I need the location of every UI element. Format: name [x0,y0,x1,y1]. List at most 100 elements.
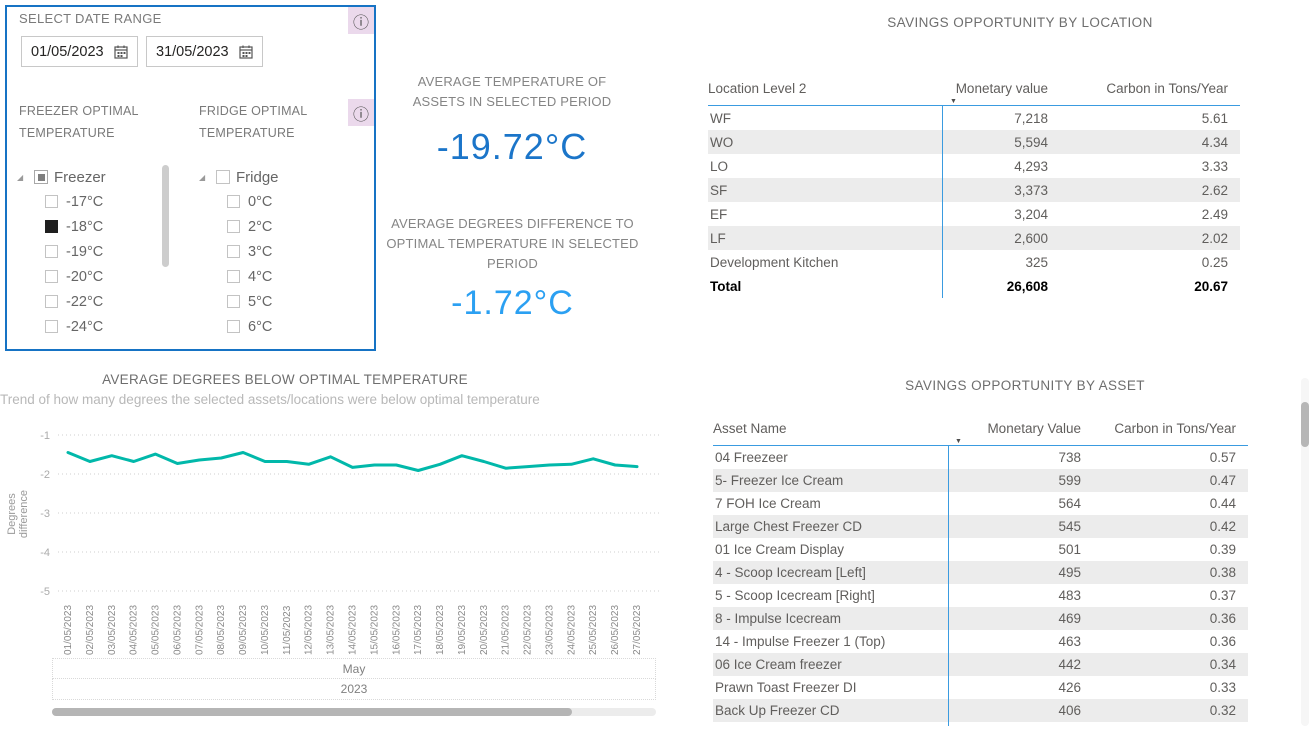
cell-carbon: 2.62 [1201,182,1228,198]
table-row[interactable]: Back Up Freezer CD 406 0.32 [713,699,1248,722]
x-tick-label: 20/05/2023 [479,605,490,655]
asset-table: Asset Name Monetary Value Carbon in Tons/Y… [713,405,1248,726]
calendar-icon[interactable] [114,45,128,59]
cell-name: LO [710,158,729,174]
cell-carbon: 0.42 [1209,519,1236,534]
x-tick-label: 13/05/2023 [326,605,337,655]
freezer-list-scrollbar[interactable] [162,165,169,267]
cell-name: Development Kitchen [710,254,839,270]
info-icon[interactable]: ⓘ [348,99,374,126]
table-row[interactable]: LF 2,600 2.02 [708,226,1240,250]
freezer-option-checkbox[interactable] [45,220,58,233]
cell-carbon: 0.25 [1201,254,1228,270]
fridge-temperature-option[interactable]: 5°C [227,289,349,314]
table-row[interactable]: 4 - Scoop Icecream [Left] 495 0.38 [713,561,1248,584]
fridge-temperature-option[interactable]: 3°C [227,239,349,264]
fridge-option-checkbox[interactable] [227,295,240,308]
fridge-option-checkbox[interactable] [227,270,240,283]
cell-name: Large Chest Freezer CD [715,519,863,534]
start-date-input[interactable]: 01/05/2023 [21,36,138,67]
table-row[interactable]: Large Chest Freezer CD 545 0.42 [713,515,1248,538]
table-row[interactable]: LO 4,293 3.33 [708,154,1240,178]
column-header-carbon[interactable]: Carbon in Tons/Year [1114,421,1236,436]
table-row[interactable]: WO 5,594 4.34 [708,130,1240,154]
fridge-temperature-option[interactable]: 2°C [227,214,349,239]
table-row[interactable]: 04 Freezeer 738 0.57 [713,446,1248,469]
x-tick-label: 11/05/2023 [282,605,293,655]
cell-monetary: 4,293 [1014,158,1048,174]
column-header-monetary[interactable]: Monetary value [955,81,1048,96]
column-header-asset-name[interactable]: Asset Name [713,421,787,436]
fridge-temperature-option[interactable]: 4°C [227,264,349,289]
freezer-temperature-option[interactable]: -19°C [45,239,167,264]
freezer-tree-parent[interactable]: ◢ Freezer [17,165,167,189]
expand-arrow-icon[interactable]: ◢ [17,172,24,182]
freezer-option-label: -22°C [66,293,104,310]
fridge-temperature-option[interactable]: 6°C [227,314,349,339]
info-icon[interactable]: ⓘ [348,7,374,34]
fridge-option-checkbox[interactable] [227,195,240,208]
x-tick-label: 21/05/2023 [501,605,512,655]
x-tick-label: 03/05/2023 [107,605,118,655]
table-row[interactable]: WF 7,218 5.61 [708,106,1240,130]
table-row[interactable]: 5 - Scoop Icecream [Right] 483 0.37 [713,584,1248,607]
table-row[interactable]: 5- Freezer Ice Cream 599 0.47 [713,469,1248,492]
freezer-parent-checkbox[interactable] [34,170,48,184]
table-row[interactable]: EF 3,204 2.49 [708,202,1240,226]
x-tick-label: 16/05/2023 [391,605,402,655]
fridge-option-checkbox[interactable] [227,220,240,233]
x-tick-label: 12/05/2023 [304,605,315,655]
cell-monetary: 495 [1058,565,1081,580]
fridge-temperature-option[interactable]: 0°C [227,189,349,214]
freezer-temperature-option[interactable]: -22°C [45,289,167,314]
cell-name: 5 - Scoop Icecream [Right] [715,588,875,603]
table-row[interactable]: 06 Ice Cream freezer 442 0.34 [713,653,1248,676]
fridge-option-checkbox[interactable] [227,245,240,258]
table-row[interactable]: Prawn Toast Freezer DI 426 0.33 [713,676,1248,699]
table-row[interactable]: SF 3,373 2.62 [708,178,1240,202]
asset-table-scrollbar-track[interactable] [1301,378,1309,726]
cell-monetary: 7,218 [1014,110,1048,126]
fridge-parent-checkbox[interactable] [216,170,230,184]
x-tick-label: 02/05/2023 [85,605,96,655]
table-row[interactable]: 14 - Impulse Freezer 1 (Top) 463 0.36 [713,630,1248,653]
freezer-option-label: -18°C [66,218,104,235]
column-header-carbon[interactable]: Carbon in Tons/Year [1106,81,1228,96]
freezer-option-checkbox[interactable] [45,245,58,258]
cell-name: WF [710,110,731,126]
freezer-temperature-option[interactable]: -24°C [45,314,167,339]
freezer-option-checkbox[interactable] [45,320,58,333]
freezer-option-label: -24°C [66,318,104,335]
freezer-option-checkbox[interactable] [45,270,58,283]
cell-name: LF [710,230,726,246]
asset-table-scrollbar-thumb[interactable] [1301,402,1309,447]
fridge-option-label: 2°C [248,218,273,235]
column-header-location-name[interactable]: Location Level 2 [708,81,807,96]
fridge-option-label: 6°C [248,318,273,335]
fridge-option-checkbox[interactable] [227,320,240,333]
location-header-row: Location Level 2 Monetary value Carbon in … [708,65,1240,106]
table-row[interactable]: 8 - Impulse Icecream 469 0.36 [713,607,1248,630]
chart-horizontal-scrollbar-thumb[interactable] [52,708,572,716]
freezer-temperature-option[interactable]: -17°C [45,189,167,214]
visual-title: SAVINGS OPPORTUNITY BY ASSET [905,378,1145,393]
freezer-option-checkbox[interactable] [45,195,58,208]
expand-arrow-icon[interactable]: ◢ [199,172,206,182]
cell-carbon: 0.39 [1209,542,1236,557]
cell-carbon: 2.02 [1201,230,1228,246]
freezer-temperature-option[interactable]: -20°C [45,264,167,289]
x-tick-label: 07/05/2023 [194,605,205,655]
fridge-tree-parent[interactable]: ◢ Fridge [199,165,349,189]
column-header-monetary[interactable]: Monetary Value [987,421,1081,436]
freezer-option-checkbox[interactable] [45,295,58,308]
end-date-input[interactable]: 31/05/2023 [146,36,263,67]
chart-horizontal-scrollbar-track[interactable] [52,708,656,716]
cell-carbon: 0.38 [1209,565,1236,580]
slicer-title: SELECT DATE RANGE [19,11,162,26]
calendar-icon[interactable] [239,45,253,59]
table-row[interactable]: 01 Ice Cream Display 501 0.39 [713,538,1248,561]
table-row[interactable]: 7 FOH Ice Cream 564 0.44 [713,492,1248,515]
total-monetary: 26,608 [1006,278,1048,294]
freezer-temperature-option[interactable]: -18°C [45,214,167,239]
table-row[interactable]: Development Kitchen 325 0.25 [708,250,1240,274]
